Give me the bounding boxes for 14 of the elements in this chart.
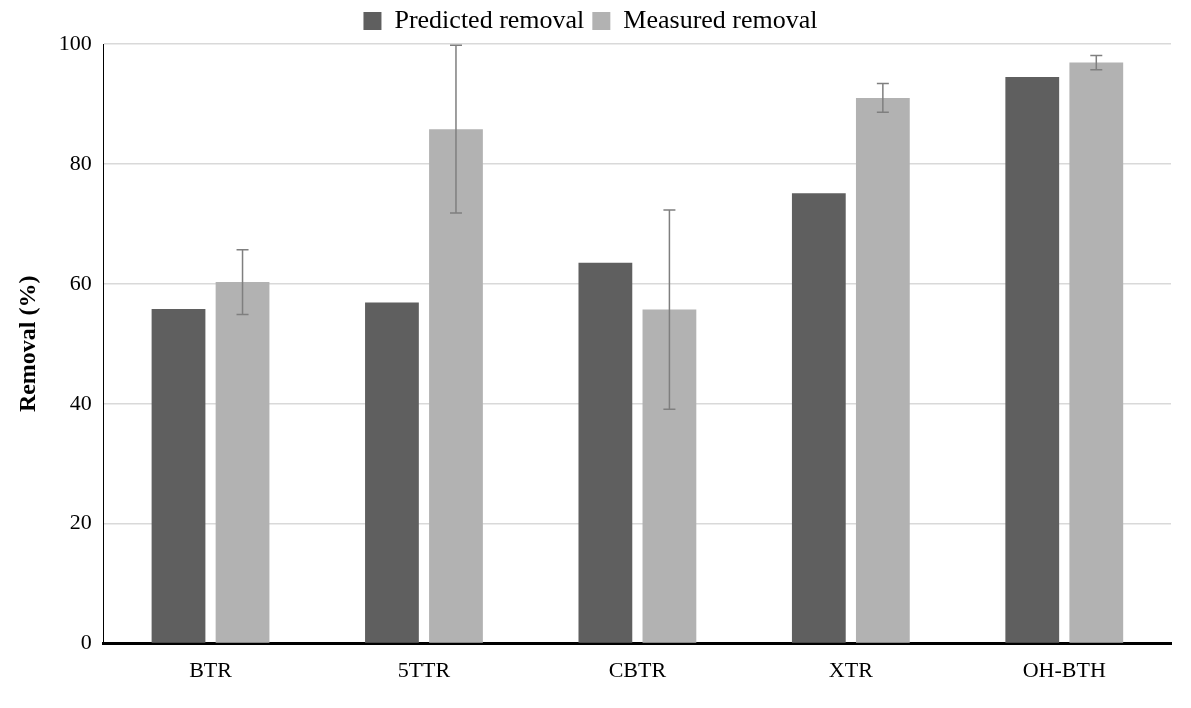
x-tick-label: XTR [828,656,874,682]
legend-label: Measured removal [623,4,818,34]
y-tick-label: 60 [69,269,92,295]
x-tick-label: CBTR [608,656,667,682]
y-axis-title: Removal (%) [13,275,40,413]
x-tick-label: OH-BTH [1022,656,1106,682]
y-tick-label: 20 [69,509,92,535]
y-tick-label: 80 [69,149,92,175]
x-tick-label: 5TTR [397,656,451,682]
y-tick-label: 40 [69,389,92,415]
legend-label: Predicted removal [394,4,585,34]
y-tick-label: 100 [58,29,92,55]
y-tick-label: 0 [80,629,92,655]
x-tick-label: BTR [189,656,233,682]
